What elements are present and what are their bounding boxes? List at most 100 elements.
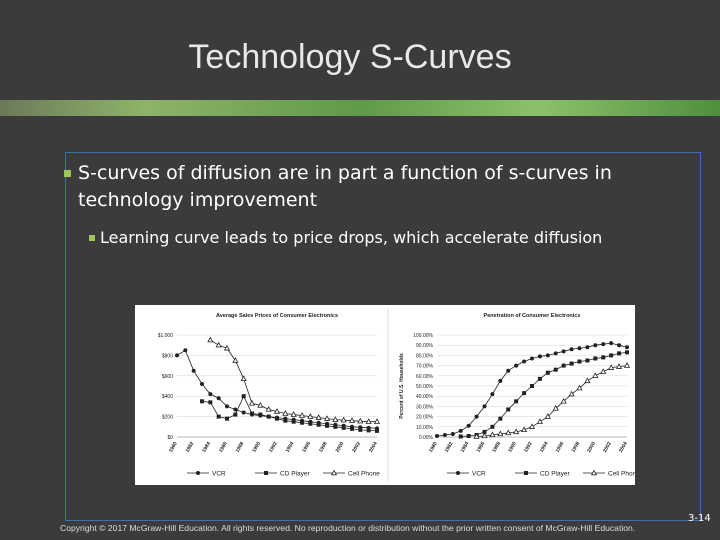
y-tick-label: 50.00%	[416, 384, 434, 390]
marker	[332, 416, 339, 422]
marker	[514, 363, 519, 368]
x-tick-label: 1990	[507, 441, 518, 454]
y-tick-label: 0.00%	[419, 435, 434, 441]
x-tick-label: 1996	[555, 441, 566, 454]
marker	[617, 343, 622, 348]
marker	[183, 348, 188, 353]
x-tick-label: 1982	[185, 441, 196, 454]
marker	[282, 410, 289, 416]
marker	[601, 355, 606, 360]
marker	[625, 350, 629, 355]
marker	[208, 392, 213, 397]
marker	[609, 341, 614, 346]
marker	[498, 416, 503, 421]
marker	[232, 357, 239, 363]
bullet-text: Learning curve leads to price drops, whi…	[100, 228, 603, 247]
marker	[208, 400, 213, 405]
marker	[250, 411, 254, 416]
bullet: S-curves of diffusion are in part a func…	[64, 160, 638, 214]
y-tick-label: 60.00%	[416, 374, 434, 380]
bullet-text: S-curves of diffusion are in part a func…	[78, 162, 612, 211]
marker	[308, 421, 313, 426]
marker	[357, 417, 364, 424]
x-tick-label: 1986	[218, 441, 229, 454]
y-tick-label: $800	[162, 353, 173, 359]
x-tick-label: 1992	[268, 441, 279, 454]
marker	[513, 428, 520, 435]
y-tick-label: 80.00%	[416, 353, 434, 359]
footer: Copyright © 2017 McGraw-Hill Education. …	[60, 523, 636, 533]
marker	[365, 418, 372, 424]
marker	[536, 418, 543, 424]
marker	[473, 433, 480, 439]
y-tick-label: 90.00%	[416, 343, 434, 349]
y-tick-label: $600	[162, 374, 173, 380]
x-tick-label: 1996	[301, 441, 312, 454]
marker	[489, 431, 496, 438]
chart-title: Average Sales Prices of Consumer Electro…	[216, 313, 338, 319]
marker	[623, 362, 631, 368]
marker	[358, 427, 363, 432]
marker	[330, 469, 338, 476]
marker	[482, 404, 487, 409]
marker	[590, 469, 598, 476]
marker	[524, 471, 528, 475]
marker	[264, 471, 268, 475]
marker	[450, 431, 455, 436]
marker	[225, 404, 229, 409]
marker	[616, 363, 623, 369]
marker	[207, 336, 214, 343]
marker	[576, 384, 583, 391]
marker	[240, 375, 247, 382]
legend-label: CD Player	[280, 471, 310, 478]
page-number: 3-14	[688, 513, 711, 524]
bullet-marker	[64, 170, 71, 177]
marker	[560, 397, 567, 404]
marker	[568, 390, 575, 397]
marker	[490, 392, 495, 397]
marker	[200, 399, 204, 404]
x-tick-label: 1982	[444, 441, 455, 454]
marker	[341, 425, 346, 430]
x-tick-label: 1998	[570, 441, 581, 454]
marker	[241, 410, 246, 415]
marker	[600, 368, 607, 374]
marker	[474, 414, 479, 419]
y-tick-label: 10.00%	[416, 425, 434, 431]
marker	[273, 408, 281, 414]
marker	[315, 414, 322, 420]
marker	[593, 356, 598, 361]
marker	[522, 359, 527, 364]
marker	[625, 345, 629, 350]
marker	[514, 399, 519, 404]
y-tick-label: $0	[167, 435, 173, 441]
marker	[458, 434, 463, 439]
y-tick-label: 100.00%	[413, 333, 433, 339]
marker	[497, 430, 504, 437]
x-tick-label: 1994	[285, 441, 296, 454]
marker	[577, 346, 582, 351]
marker	[592, 372, 599, 378]
marker	[325, 423, 329, 428]
legend-label: Cell Phone	[348, 471, 380, 478]
marker	[481, 432, 488, 439]
marker	[196, 471, 200, 475]
marker	[300, 420, 304, 425]
legend-label: Cell Phone	[608, 471, 635, 478]
x-tick-label: 2002	[351, 441, 362, 454]
marker	[333, 424, 338, 429]
x-tick-label: 1988	[235, 441, 246, 454]
marker	[266, 414, 271, 419]
marker	[553, 367, 558, 372]
x-tick-label: 1980	[168, 441, 179, 454]
marker	[506, 407, 511, 412]
x-tick-label: 1980	[428, 441, 439, 454]
marker	[522, 391, 527, 396]
legend-label: VCR	[472, 471, 486, 478]
charts-image: Average Sales Prices of Consumer Electro…	[135, 305, 635, 485]
marker	[593, 343, 598, 348]
marker	[275, 416, 279, 421]
marker	[490, 424, 495, 429]
marker	[215, 341, 222, 348]
marker	[537, 376, 542, 381]
